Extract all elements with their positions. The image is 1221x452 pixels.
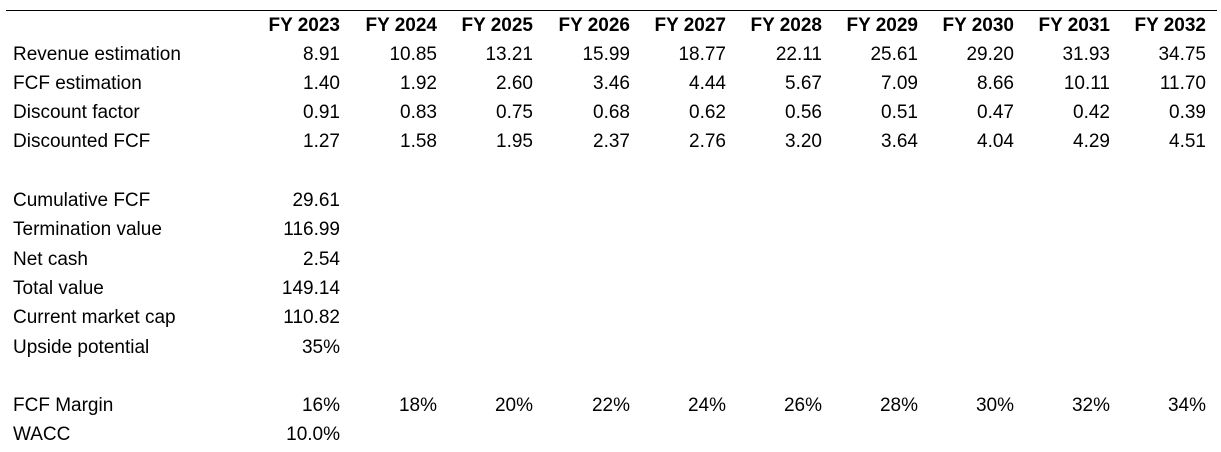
- table-row-discounted-fcf: Discounted FCF 1.27 1.58 1.95 2.37 2.76 …: [0, 127, 1221, 156]
- year-header: FY 2030: [942, 15, 1014, 36]
- row-label: Termination value: [13, 219, 162, 240]
- table-cell: 0.83: [400, 102, 437, 123]
- table-cell: 16%: [301, 395, 340, 416]
- row-label: Cumulative FCF: [13, 190, 151, 211]
- row-label: Total value: [13, 278, 104, 299]
- table-cell: 2.54: [303, 249, 340, 270]
- table-cell: 2.76: [689, 131, 726, 152]
- year-header: FY 2023: [268, 15, 340, 36]
- table-cell: 0.91: [303, 102, 340, 123]
- top-border-line: [6, 10, 1217, 11]
- table-row-wacc: WACC 10.0%: [0, 420, 1221, 449]
- row-label: FCF Margin: [13, 395, 114, 416]
- row-label: Upside potential: [13, 337, 150, 358]
- table-cell: 0.39: [1169, 102, 1206, 123]
- table-cell: 25.61: [870, 44, 918, 65]
- table-cell: 0.75: [496, 102, 533, 123]
- table-row-fcf-estimation: FCF estimation 1.40 1.92 2.60 3.46 4.44 …: [0, 69, 1221, 98]
- table-row-current-market-cap: Current market cap 110.82: [0, 303, 1221, 332]
- table-row-upside-potential: Upside potential 35%: [0, 333, 1221, 362]
- table-cell: 26%: [783, 395, 822, 416]
- table-cell: 110.82: [283, 307, 340, 328]
- table-cell: 1.58: [400, 131, 437, 152]
- table-cell: 0.42: [1073, 102, 1110, 123]
- row-label: Net cash: [13, 249, 88, 270]
- table-cell: 13.21: [485, 44, 533, 65]
- table-cell: 0.68: [593, 102, 630, 123]
- table-cell: 28%: [879, 395, 918, 416]
- table-cell: 20%: [494, 395, 533, 416]
- table-cell: 35%: [301, 337, 340, 358]
- row-label: Discount factor: [13, 102, 140, 123]
- table-cell: 18%: [398, 395, 437, 416]
- table-cell: 116.99: [283, 219, 340, 240]
- year-header: FY 2028: [750, 15, 822, 36]
- row-label: WACC: [13, 424, 71, 445]
- year-header: FY 2025: [461, 15, 533, 36]
- table-cell: 4.04: [977, 131, 1014, 152]
- table-cell: 0.47: [977, 102, 1014, 123]
- table-row-net-cash: Net cash 2.54: [0, 245, 1221, 274]
- table-cell: 4.29: [1073, 131, 1110, 152]
- table-cell: 22%: [591, 395, 630, 416]
- table-cell: 2.37: [593, 131, 630, 152]
- table-cell: 34.75: [1158, 44, 1206, 65]
- table-cell: 29.61: [292, 190, 340, 211]
- table-cell: 4.44: [689, 73, 726, 94]
- table-cell: 0.62: [689, 102, 726, 123]
- table-cell: 18.77: [678, 44, 726, 65]
- header-row: FY 2023 FY 2024 FY 2025 FY 2026 FY 2027 …: [0, 11, 1221, 40]
- table-cell: 1.92: [400, 73, 437, 94]
- table-cell: 8.66: [977, 73, 1014, 94]
- table-cell: 34%: [1167, 395, 1206, 416]
- row-label: Revenue estimation: [13, 44, 181, 65]
- table-cell: 3.64: [881, 131, 918, 152]
- table-row-cumulative-fcf: Cumulative FCF 29.61: [0, 186, 1221, 215]
- table-cell: 1.27: [303, 131, 340, 152]
- table-cell: 1.40: [303, 73, 340, 94]
- year-header: FY 2029: [846, 15, 918, 36]
- year-header: FY 2026: [558, 15, 630, 36]
- table-cell: 0.51: [881, 102, 918, 123]
- table-cell: 8.91: [303, 44, 340, 65]
- table-cell: 11.70: [1159, 73, 1206, 94]
- table-cell: 29.20: [966, 44, 1014, 65]
- table-cell: 149.14: [281, 278, 340, 299]
- year-header: FY 2032: [1134, 15, 1206, 36]
- table-row-total-value: Total value 149.14: [0, 274, 1221, 303]
- table-cell: 7.09: [881, 73, 918, 94]
- table-cell: 10.11: [1063, 73, 1110, 94]
- table-cell: 5.67: [785, 73, 822, 94]
- year-header: FY 2031: [1038, 15, 1110, 36]
- table-cell: 32%: [1071, 395, 1110, 416]
- table-cell: 30%: [975, 395, 1014, 416]
- table-cell: 1.95: [496, 131, 533, 152]
- table-row-termination-value: Termination value 116.99: [0, 215, 1221, 244]
- table-cell: 15.99: [582, 44, 630, 65]
- row-label: Discounted FCF: [13, 131, 151, 152]
- table-cell: 31.93: [1062, 44, 1110, 65]
- table-cell: 22.11: [775, 44, 822, 65]
- table-cell: 10.0%: [286, 424, 340, 445]
- table-cell: 10.85: [389, 44, 437, 65]
- row-label: Current market cap: [13, 307, 176, 328]
- table-cell: 3.20: [785, 131, 822, 152]
- table-cell: 2.60: [496, 73, 533, 94]
- table-cell: 4.51: [1169, 131, 1206, 152]
- table-row-revenue-estimation: Revenue estimation 8.91 10.85 13.21 15.9…: [0, 40, 1221, 69]
- year-header: FY 2024: [365, 15, 437, 36]
- table-cell: 24%: [687, 395, 726, 416]
- row-label: FCF estimation: [13, 73, 142, 94]
- table-cell: 0.56: [785, 102, 822, 123]
- table-cell: 3.46: [593, 73, 630, 94]
- table-row-discount-factor: Discount factor 0.91 0.83 0.75 0.68 0.62…: [0, 98, 1221, 127]
- table-row-fcf-margin: FCF Margin 16% 18% 20% 22% 24% 26% 28% 3…: [0, 391, 1221, 420]
- year-header: FY 2027: [654, 15, 726, 36]
